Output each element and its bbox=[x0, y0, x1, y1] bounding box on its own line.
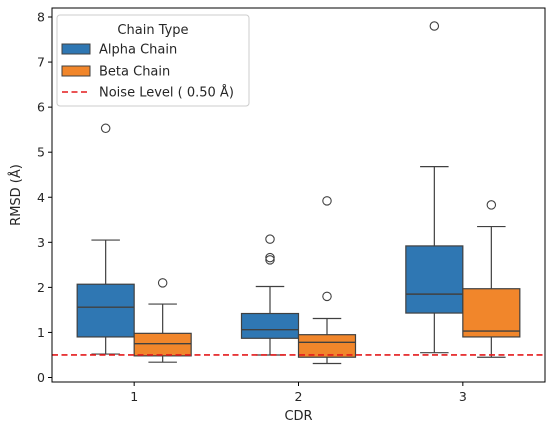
legend-swatch-alpha bbox=[61, 43, 91, 55]
box-beta-cdr2 bbox=[297, 196, 357, 365]
outlier-point bbox=[100, 123, 111, 134]
x-tick-label: 2 bbox=[295, 389, 303, 404]
outlier-point bbox=[265, 255, 275, 265]
box-beta-cdr1 bbox=[133, 278, 192, 363]
outlier-point bbox=[265, 234, 275, 244]
y-tick-label: 0 bbox=[37, 370, 45, 385]
y-tick-label: 5 bbox=[37, 145, 45, 160]
y-tick-label: 4 bbox=[37, 190, 45, 205]
box-beta-cdr3 bbox=[462, 200, 521, 358]
axes: 0 1 2 3 4 5 6 7 8 1 2 3 bbox=[37, 7, 546, 404]
outlier-point bbox=[265, 252, 275, 263]
outlier-point bbox=[429, 21, 440, 31]
legend-swatch-beta bbox=[61, 65, 91, 77]
legend-title: Chain Type bbox=[117, 23, 188, 38]
box-series bbox=[76, 21, 521, 365]
box-alpha-cdr1 bbox=[76, 123, 135, 355]
legend-frame bbox=[56, 14, 250, 107]
x-tick-label: 1 bbox=[130, 389, 138, 404]
box-body bbox=[462, 288, 521, 338]
box-body bbox=[76, 283, 135, 338]
box-body bbox=[240, 312, 300, 339]
y-tick-label: 8 bbox=[37, 10, 45, 25]
outlier-point bbox=[322, 291, 332, 302]
legend-label-beta: Beta Chain bbox=[99, 65, 170, 80]
x-axis-label: CDR bbox=[284, 409, 312, 424]
outlier-point bbox=[486, 200, 497, 210]
y-axis-label: RMSD (Å) bbox=[8, 164, 24, 226]
y-tick-label: 3 bbox=[37, 235, 45, 250]
legend-label-noise: Noise Level ( 0.50 Å) bbox=[99, 85, 234, 101]
box-body bbox=[133, 332, 192, 357]
outlier-point bbox=[157, 278, 168, 288]
legend: Chain Type Alpha Chain Beta Chain Noise … bbox=[56, 14, 250, 107]
box-body bbox=[405, 245, 464, 314]
legend-label-alpha: Alpha Chain bbox=[99, 43, 177, 58]
outlier-point bbox=[322, 196, 332, 206]
y-tick-label: 2 bbox=[37, 280, 45, 295]
box-alpha-cdr2 bbox=[240, 234, 300, 356]
y-tick-label: 1 bbox=[37, 325, 45, 340]
y-tick-label: 7 bbox=[37, 55, 45, 70]
box-alpha-cdr3 bbox=[405, 21, 464, 354]
box-body bbox=[297, 334, 357, 358]
y-tick-label: 6 bbox=[37, 100, 45, 115]
x-tick-label: 3 bbox=[459, 389, 467, 404]
